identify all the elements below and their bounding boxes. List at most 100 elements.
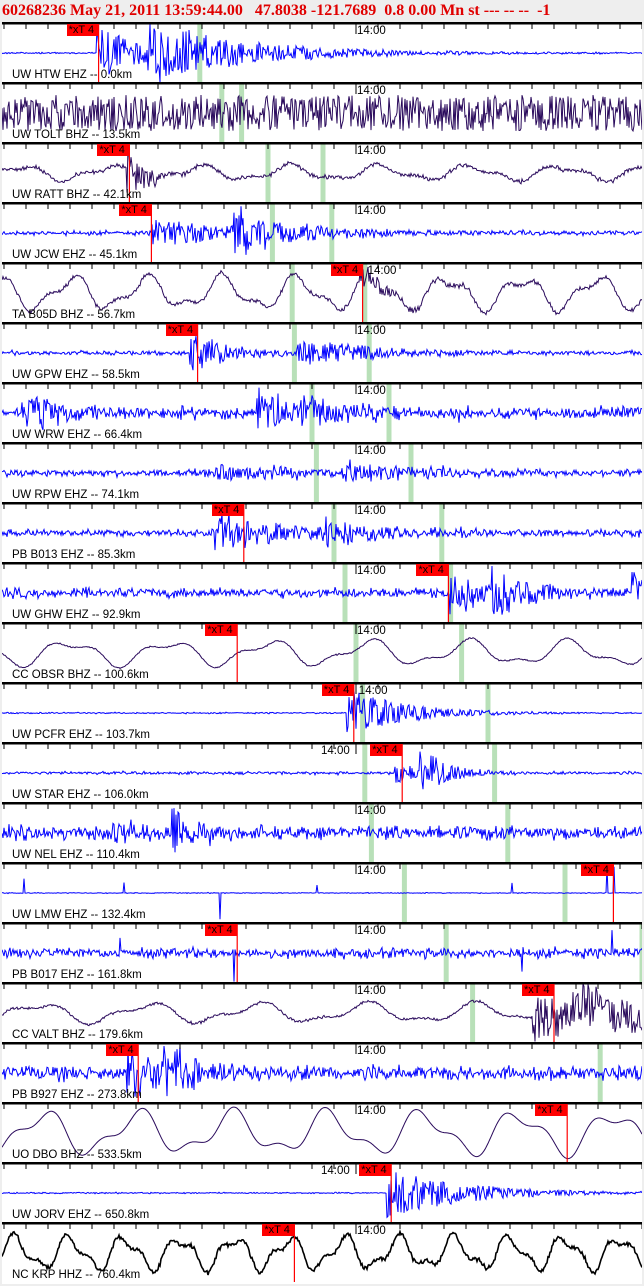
trace-svg [2,922,642,982]
time-tick-label: 14:00 [357,625,386,637]
trace-svg [2,502,642,562]
waveform-trace [2,266,642,316]
time-tick-label: 14:00 [357,445,386,457]
waveform-trace [2,930,642,982]
trace-svg [2,1102,642,1162]
pick-marker[interactable]: *xT 4 [119,204,152,216]
waveform-trace [2,1229,642,1276]
trace-svg [2,742,642,802]
trace-svg [2,562,642,622]
trace-top-border [2,22,642,25]
trace-top-border [2,142,642,145]
trace-panel: 14:00 UW TOLT BHZ -- 13.5km [2,82,642,142]
pick-marker[interactable]: *xT 4 [535,1104,568,1116]
waveform-trace [2,94,642,133]
trace-svg [2,982,642,1042]
trace-svg [2,442,642,502]
theoretical-arrival-line [219,82,225,142]
waveform-trace [2,1043,642,1097]
theoretical-arrival-line [313,442,319,502]
theoretical-arrival-line [485,682,491,742]
pick-marker[interactable]: *xT 4 [106,1044,139,1056]
pick-marker[interactable]: *xT 4 [97,144,130,156]
theoretical-arrival-line [329,202,335,262]
pick-marker[interactable]: *xT 4 [321,684,354,696]
time-tick-label: 14:00 [357,205,386,217]
pick-marker[interactable]: *xT 4 [205,924,238,936]
pick-marker[interactable]: *xT 4 [330,264,363,276]
station-label: UW JORV EHZ -- 650.8km [12,1209,150,1221]
waveform-trace [2,459,642,483]
pick-marker[interactable]: *xT 4 [66,24,99,36]
trace-svg [2,82,642,142]
theoretical-arrival-line [459,622,465,682]
theoretical-arrival-line [289,262,295,322]
pick-marker[interactable]: *xT 4 [581,864,614,876]
pick-marker[interactable]: *xT 4 [522,984,554,996]
time-tick-label: 14:00 [357,1105,386,1117]
trace-svg [2,622,642,682]
event-datetime: May 21, 2011 13:59:44.00 [70,2,243,19]
trace-top-border [2,262,642,265]
pick-marker[interactable]: *xT 4 [211,504,244,516]
event-depth: 0.00 [408,2,437,19]
trace-panel: 14:00 *xT 4 UW LMW EHZ -- 132.4km [2,862,642,922]
time-tick-label: 14:00 [357,925,386,937]
trace-svg [2,682,642,742]
trace-panel: 14:00 *xT 4 UW RATT BHZ -- 42.1km [2,142,642,202]
time-tick-label: 14:00 [357,145,386,157]
seismogram-plot: 14:00 *xT 4 UW HTW EHZ -- 0.0km 14:00 UW TOL… [2,22,642,1284]
trace-svg [2,262,642,322]
theoretical-arrival-line [470,982,476,1042]
magnitude-type: Mn [440,2,465,19]
trace-top-border [2,1162,642,1165]
trace-top-border [2,742,642,745]
time-tick-label: 14:00 [357,385,386,397]
pick-marker[interactable]: *xT 4 [262,1224,295,1236]
time-tick-label: 14:00 [357,865,386,877]
waveform-trace [2,512,642,551]
trace-svg [2,802,642,862]
event-header: 60268236 May 21, 2011 13:59:44.00 47.803… [2,1,550,21]
trace-panel: 14:00 *xT 4 TA B05D BHZ -- 56.7km [2,262,642,322]
station-label: UW WRW EHZ -- 66.4km [12,429,143,441]
waveform-trace [2,144,642,193]
event-longitude: -121.7689 [310,2,377,19]
pick-marker[interactable]: *xT 4 [370,744,403,756]
theoretical-arrival-line [362,742,368,802]
station-label: UW PCFR EHZ -- 103.7km [12,729,151,741]
theoretical-arrival-line [386,382,392,442]
theoretical-arrival-line [597,1042,603,1102]
trace-panel: 14:00 *xT 4 UW GPW EHZ -- 58.5km [2,322,642,382]
waveform-trace [2,1172,642,1219]
time-tick-label: 14:00 [358,685,388,697]
trace-top-border [2,202,642,205]
trace-svg [2,142,642,202]
trace-panel: 14:00 *xT 4 UW HTW EHZ -- 0.0km [2,22,642,82]
theoretical-arrival-line [265,142,271,202]
trace-panel: 14:00 UW NEL EHZ -- 110.4km [2,802,642,862]
trace-panel: 14:00 UW RPW EHZ -- 74.1km [2,442,642,502]
station-label: PB B013 EHZ -- 85.3km [12,549,136,561]
pick-marker[interactable]: *xT 4 [205,624,238,636]
pick-marker[interactable]: *xT 4 [359,1164,392,1176]
trace-top-border [2,562,642,565]
waveform-trace [2,808,642,853]
pick-marker[interactable]: *xT 4 [416,564,449,576]
pick-marker[interactable]: *xT 4 [165,324,198,336]
trace-svg [2,862,642,922]
event-magnitude: 0.8 [384,2,405,19]
station-label: UW LMW EHZ -- 132.4km [12,909,146,921]
trace-top-border [2,1222,642,1225]
trace-panel: 14:00 *xT 4 UW JCW EHZ -- 45.1km [2,202,642,262]
station-label: UW GHW EHZ -- 92.9km [12,609,141,621]
theoretical-arrival-line [639,922,642,982]
station-label: UW RATT BHZ -- 42.1km [12,189,142,201]
trace-svg [2,1222,642,1282]
time-tick-label: 14:00 [321,745,350,757]
trace-svg [2,202,642,262]
station-label: UW STAR EHZ -- 106.0km [12,789,149,801]
trace-panel: 14:00 *xT 4 CC VALT BHZ -- 179.6km [2,982,642,1042]
time-tick-label: 14:00 [357,1225,386,1237]
station-label: PB B927 EHZ -- 273.8km [12,1089,142,1101]
